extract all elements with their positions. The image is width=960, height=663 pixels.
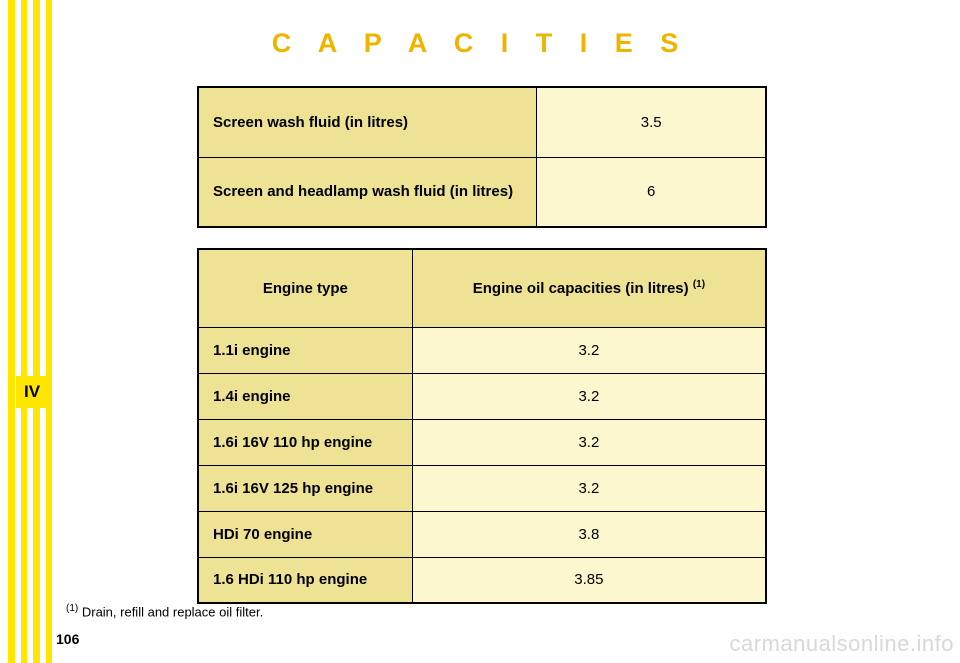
header-oil-capacity: Engine oil capacities (in litres) (1) <box>412 249 766 327</box>
footnote: (1) Drain, refill and replace oil filter… <box>66 603 263 619</box>
table-row: HDi 70 engine 3.8 <box>198 511 766 557</box>
engine-value: 3.8 <box>412 511 766 557</box>
table-row: Screen wash fluid (in litres) 3.5 <box>198 87 766 157</box>
table-row: 1.6i 16V 125 hp engine 3.2 <box>198 465 766 511</box>
engine-value: 3.2 <box>412 419 766 465</box>
header-engine-type: Engine type <box>198 249 412 327</box>
fluid-label: Screen and headlamp wash fluid (in litre… <box>198 157 537 227</box>
table-row: 1.6 HDi 110 hp engine 3.85 <box>198 557 766 603</box>
fluid-value: 3.5 <box>537 87 766 157</box>
fluid-value: 6 <box>537 157 766 227</box>
table-row: 1.1i engine 3.2 <box>198 327 766 373</box>
table-row: 1.6i 16V 110 hp engine 3.2 <box>198 419 766 465</box>
engine-value: 3.2 <box>412 327 766 373</box>
oil-capacities-table: Engine type Engine oil capacities (in li… <box>197 248 767 604</box>
engine-label: 1.6 HDi 110 hp engine <box>198 557 412 603</box>
engine-value: 3.2 <box>412 373 766 419</box>
watermark: carmanualsonline.info <box>729 631 954 657</box>
header-oil-text: Engine oil capacities (in litres) <box>473 280 693 297</box>
engine-value: 3.2 <box>412 465 766 511</box>
engine-value: 3.85 <box>412 557 766 603</box>
table-row: Screen and headlamp wash fluid (in litre… <box>198 157 766 227</box>
fluid-label: Screen wash fluid (in litres) <box>198 87 537 157</box>
engine-label: HDi 70 engine <box>198 511 412 557</box>
yellow-side-stripes <box>0 0 52 663</box>
footnote-text: Drain, refill and replace oil filter. <box>78 604 263 619</box>
header-oil-sup: (1) <box>693 279 705 290</box>
page-title: C A P A C I T I E S <box>0 28 960 59</box>
footnote-marker: (1) <box>66 603 78 614</box>
engine-label: 1.4i engine <box>198 373 412 419</box>
engine-label: 1.6i 16V 125 hp engine <box>198 465 412 511</box>
engine-label: 1.1i engine <box>198 327 412 373</box>
section-tab: IV <box>16 376 48 408</box>
engine-label: 1.6i 16V 110 hp engine <box>198 419 412 465</box>
page-number: 106 <box>56 631 79 647</box>
fluids-table: Screen wash fluid (in litres) 3.5 Screen… <box>197 86 767 228</box>
table-row: 1.4i engine 3.2 <box>198 373 766 419</box>
table-header-row: Engine type Engine oil capacities (in li… <box>198 249 766 327</box>
